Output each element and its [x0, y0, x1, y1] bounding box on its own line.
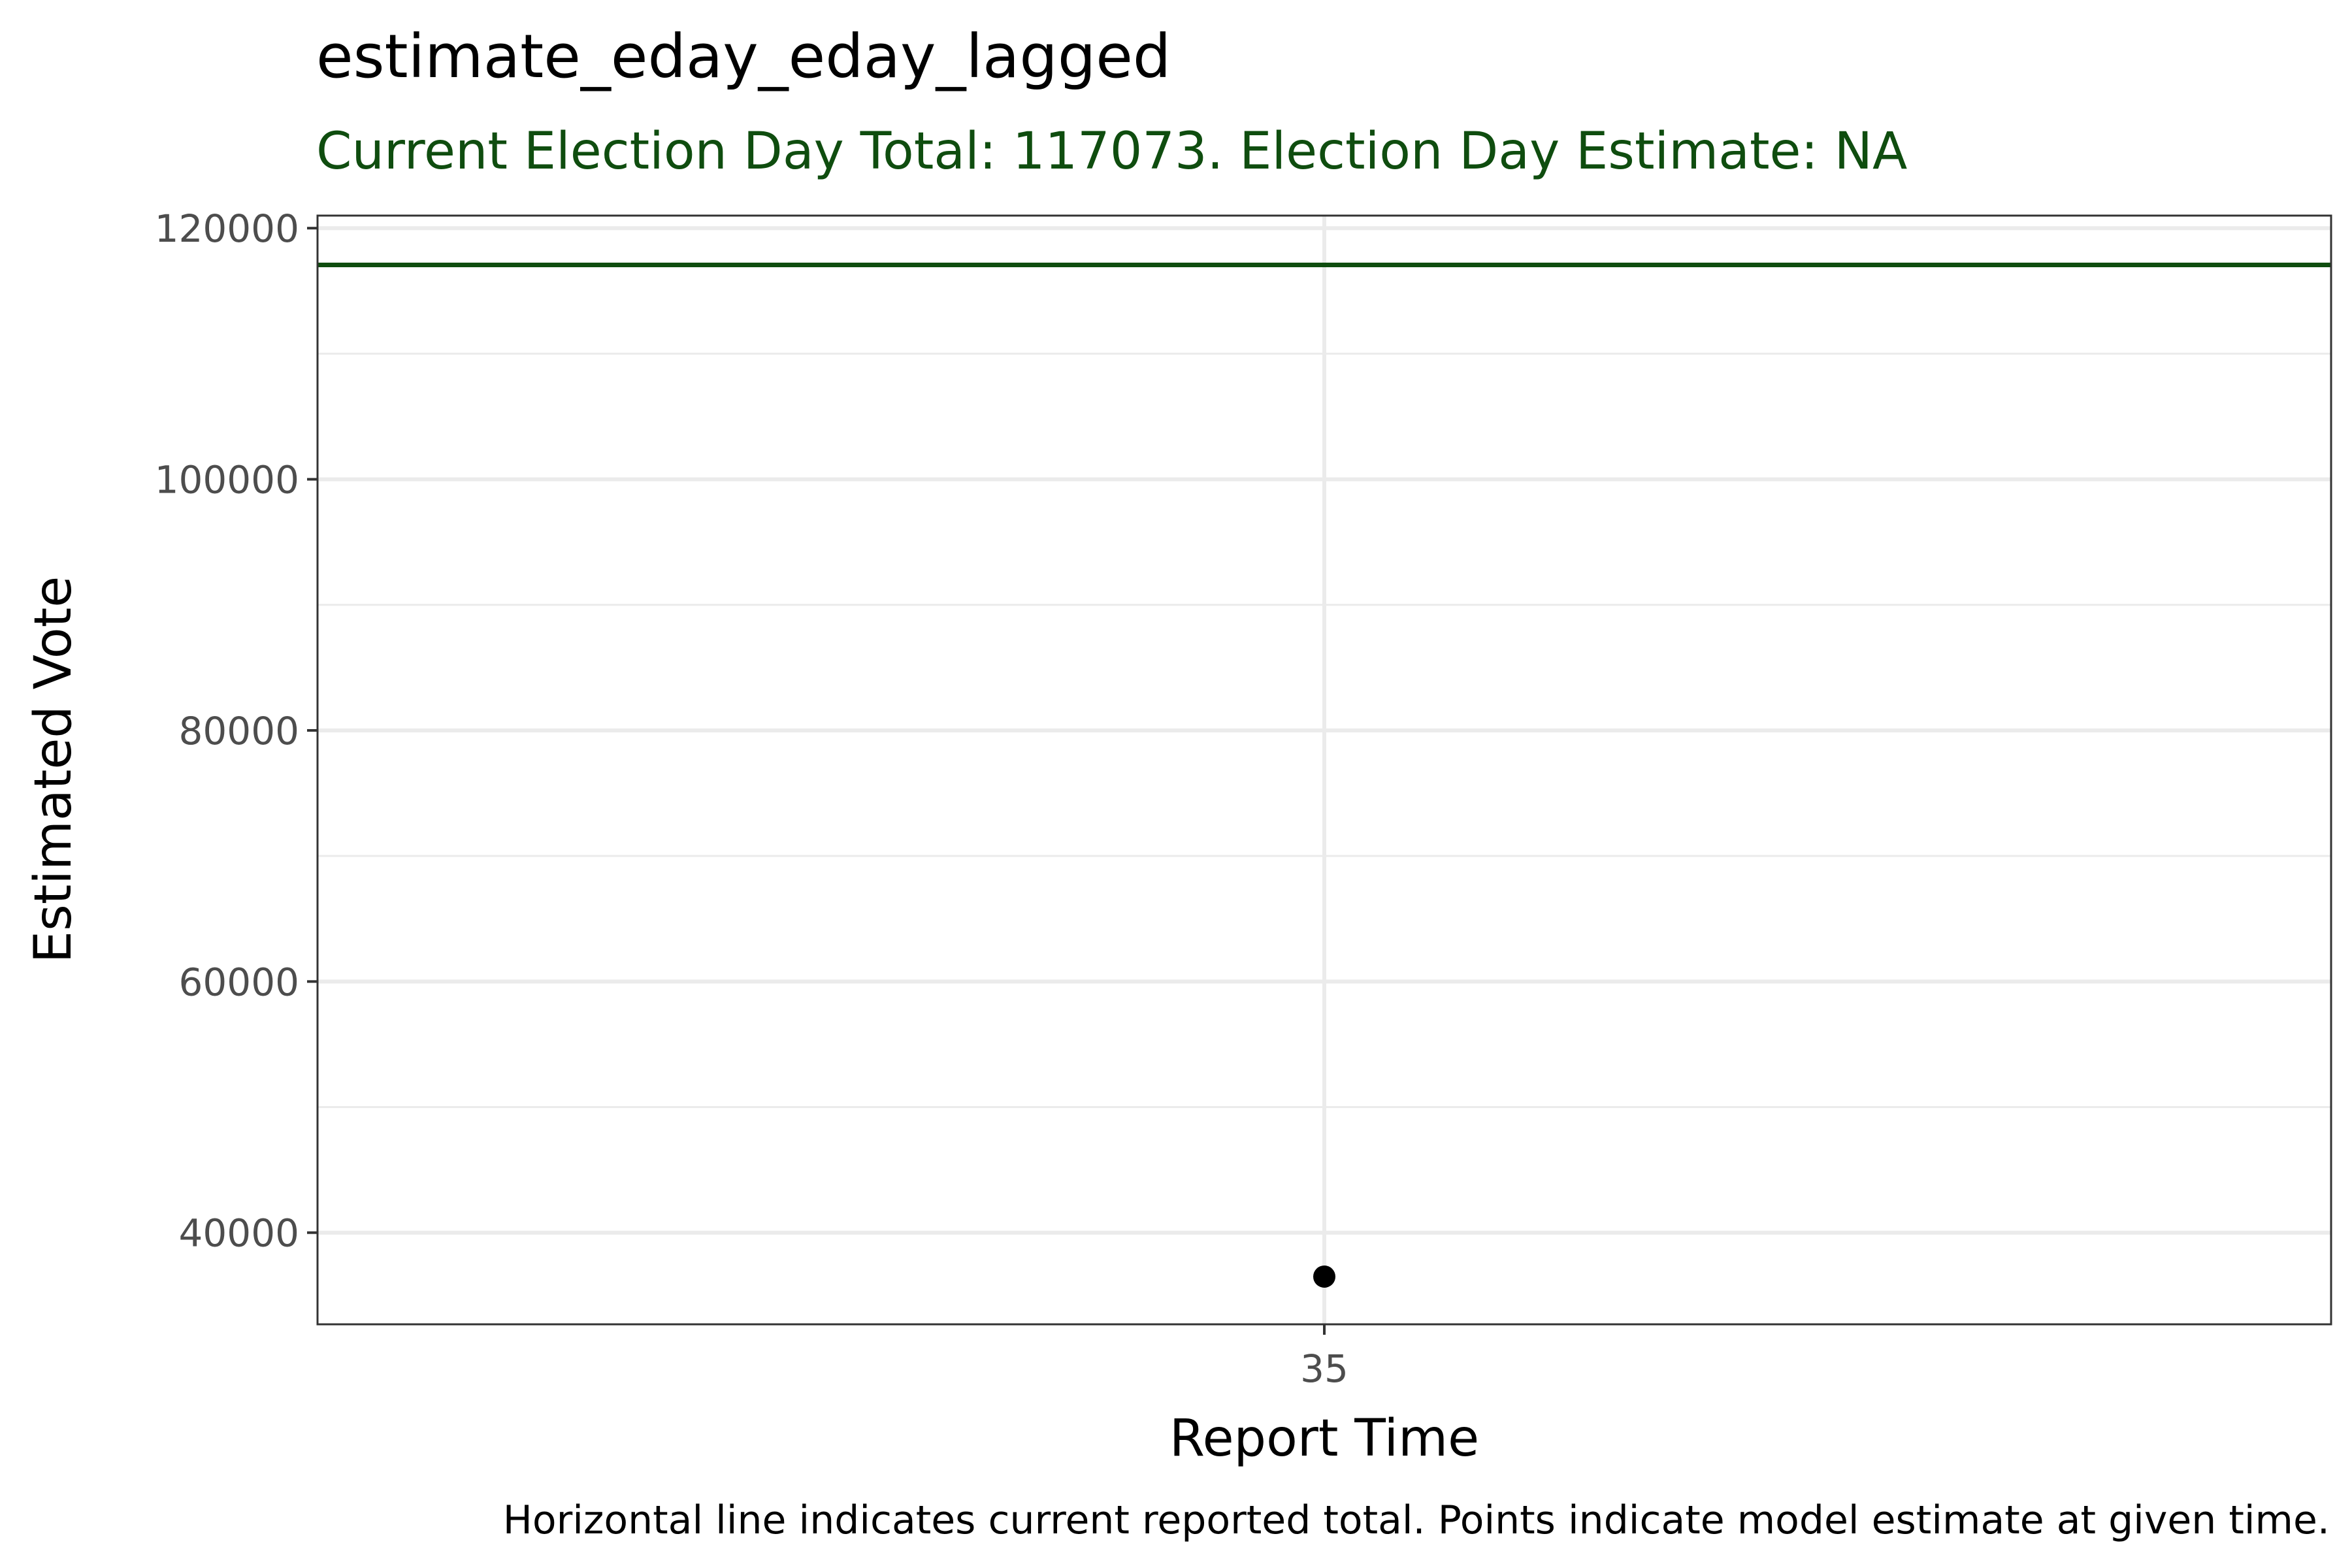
x-axis: 35 — [1300, 1324, 1348, 1391]
grid-lines — [318, 216, 2331, 1324]
y-tick-label: 60000 — [178, 960, 299, 1004]
chart-caption: Horizontal line indicates current report… — [503, 1497, 2330, 1543]
chart-subtitle: Current Election Day Total: 117073. Elec… — [316, 122, 1907, 181]
data-point — [1313, 1265, 1335, 1288]
chart-title: estimate_eday_eday_lagged — [316, 22, 1171, 91]
x-tick-label: 35 — [1300, 1347, 1348, 1391]
y-tick-label: 120000 — [155, 206, 299, 251]
y-tick-label: 40000 — [178, 1211, 299, 1256]
y-tick-label: 80000 — [178, 709, 299, 753]
points-layer — [1313, 1265, 1335, 1288]
x-axis-title: Report Time — [1169, 1409, 1479, 1468]
y-axis: 40000 60000 80000 100000 120000 — [155, 206, 318, 1256]
y-tick-label: 100000 — [155, 458, 299, 502]
y-axis-title: Estimated Vote — [24, 576, 83, 963]
